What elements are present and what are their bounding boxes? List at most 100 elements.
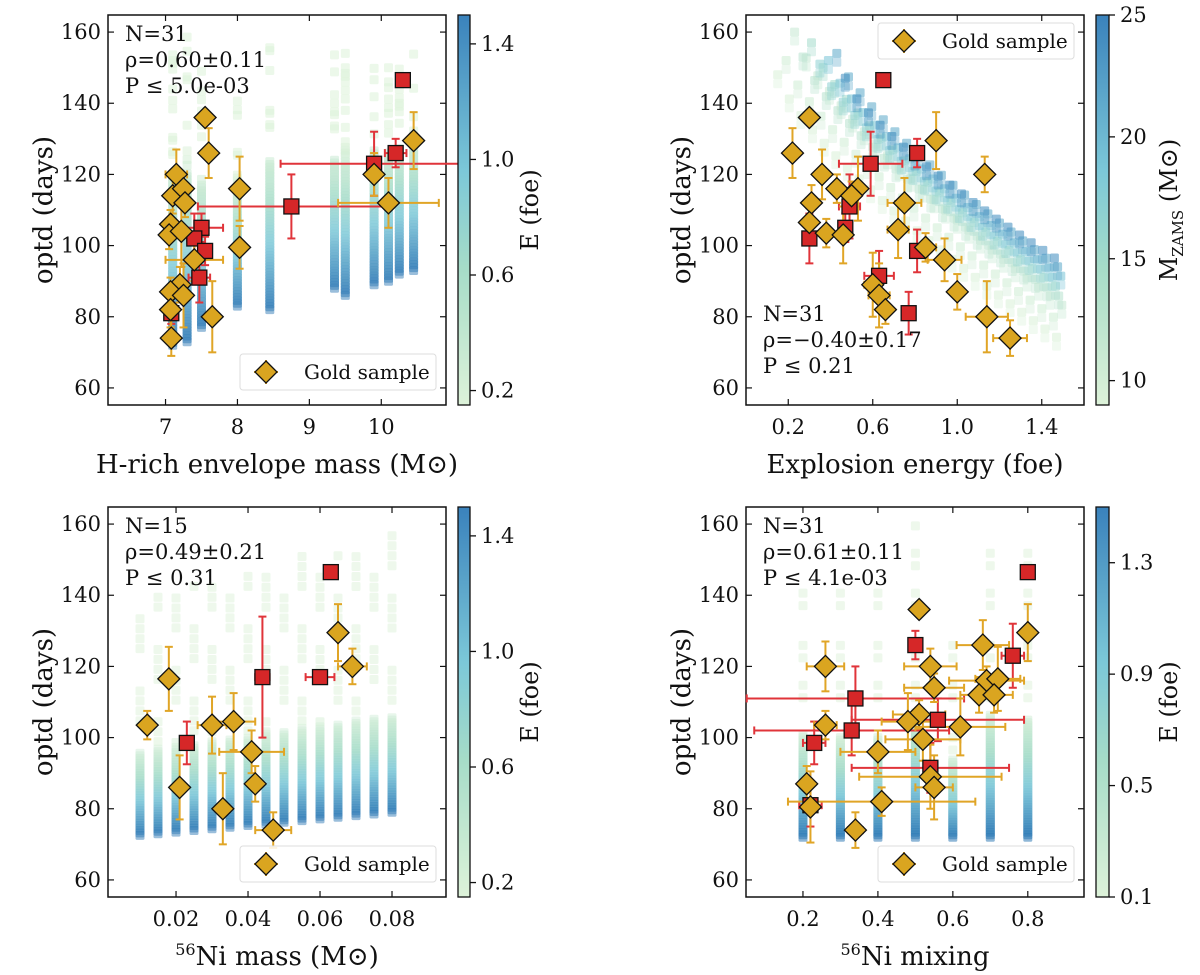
colorbar-tick-label: 0.5 [1120,774,1153,798]
model-point [897,166,906,175]
red-square-point [848,691,863,706]
model-point [836,601,845,610]
model-point [226,594,235,603]
x-axis-label-main: Ni mixing [861,942,990,972]
colorbar-tick-label: 1.4 [481,524,514,548]
y-tick-label: 160 [699,20,739,44]
model-point [875,172,884,181]
model-point [933,232,942,241]
y-tick-label: 120 [61,162,101,186]
colorbar-label: E (foe) [516,169,544,250]
model-point [810,85,819,94]
model-point [911,521,920,530]
legend: Gold sample [878,846,1074,882]
colorbar-tick-label: 1.0 [481,639,514,663]
model-point [986,561,995,570]
red-square-point [807,735,822,750]
model-point [226,604,235,613]
stats-annotation: P ≤ 4.1e-03 [763,566,888,590]
model-point [886,183,895,192]
y-tick-label: 160 [61,512,101,536]
model-point [878,205,887,214]
model-point [388,614,397,623]
model-point [911,589,920,598]
model-point [1046,301,1055,310]
model-point [172,696,181,705]
model-point [262,593,271,602]
model-point [1038,255,1047,264]
y-tick-label: 60 [712,868,739,892]
model-point [828,125,837,134]
model-point [992,224,1001,233]
model-point [873,641,882,650]
colorbar: 10152025MZAMS (M⊙) [1096,3,1187,405]
model-point [172,604,181,613]
model-point [262,603,271,612]
model-point [341,95,350,104]
model-point [388,686,397,695]
model-point [991,278,1000,287]
model-point [190,706,199,715]
gold-diamond-point [798,211,820,233]
y-tick-label: 80 [712,797,739,821]
y-tick-label: 120 [699,162,739,186]
colorbar-tick-label: 0.2 [481,379,514,403]
gold-diamond-point [781,142,803,164]
x-tick-label: 10 [368,415,395,439]
legend-label: Gold sample [304,852,430,876]
model-point [265,66,274,75]
model-point [1039,282,1048,291]
model-point [395,119,404,128]
model-point [341,86,350,95]
model-point [827,91,836,100]
model-point [959,264,968,273]
model-point [899,143,908,152]
model-point [136,644,145,653]
model-point [154,665,163,674]
model-point [950,223,959,232]
x-axis-label-superscript: 56 [840,940,860,959]
x-axis-label: Explosion energy (foe) [766,450,1063,480]
x-tick-label: 7 [159,415,172,439]
model-point [841,74,850,83]
model-point [183,146,192,155]
red-square-point [313,670,328,685]
model-point [1013,257,1022,266]
model-point [384,103,393,112]
model-point [955,214,964,223]
model-point [226,623,235,632]
legend-label: Gold sample [942,852,1068,876]
model-point [172,623,181,632]
model-point [864,108,873,117]
model-point [986,589,995,598]
model-point [885,155,894,164]
x-tick-label: 0.8 [1011,907,1044,931]
model-point [154,593,163,602]
model-point [990,241,999,250]
model-point [1014,287,1023,296]
model-point [1027,247,1036,256]
model-point [887,132,896,141]
model-point [799,601,808,610]
model-point [1006,299,1015,308]
x-tick-label: 0.04 [225,907,272,931]
model-point [233,148,242,157]
model-point [822,101,831,110]
colorbar-tick-label: 0.9 [1120,662,1153,686]
model-point [298,697,307,706]
y-tick-label: 80 [74,797,101,821]
y-tick-label: 120 [699,654,739,678]
model-point [979,269,988,278]
model-point [968,260,977,269]
model-point [190,644,199,653]
model-point [208,593,217,602]
model-point [1033,264,1042,273]
model-point [370,75,379,84]
model-point [262,573,271,582]
model-point [244,654,253,663]
model-point [244,634,253,643]
model-point [785,95,794,104]
model-point [334,551,343,560]
gold-diamond-point [974,163,996,185]
stats-annotation: ρ=0.49±0.21 [125,540,266,564]
